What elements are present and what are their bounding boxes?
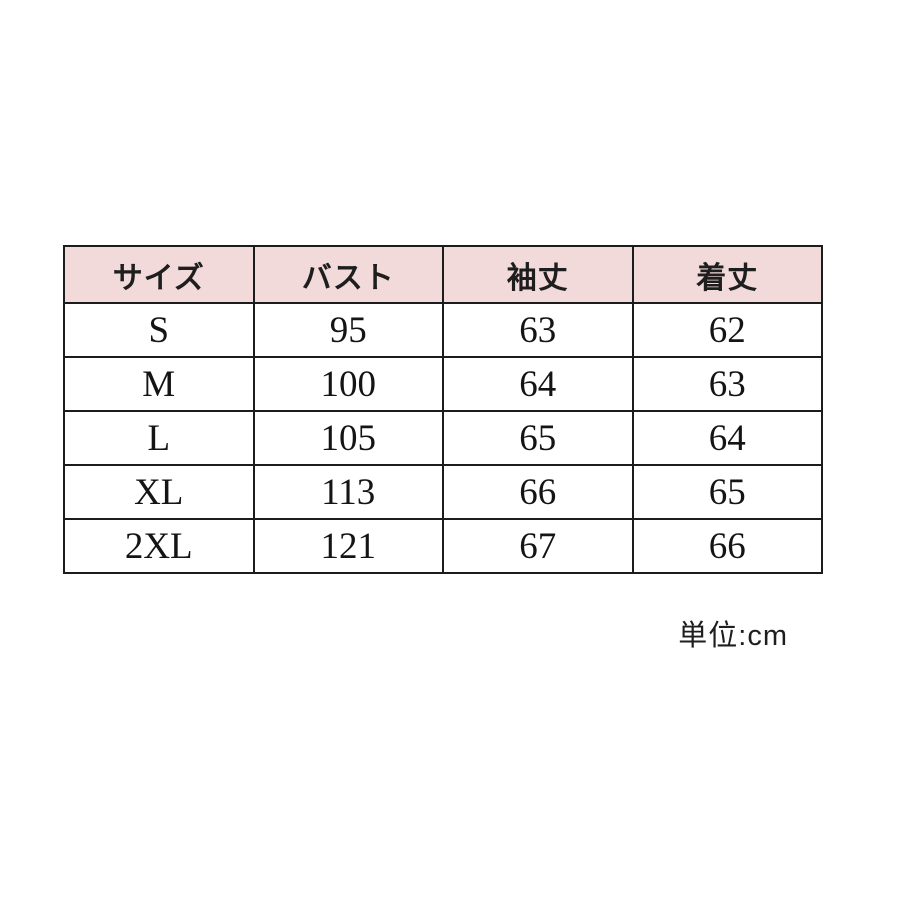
header-bust: バスト [252, 245, 444, 304]
header-size: サイズ [63, 245, 255, 304]
cell-bust: 100 [252, 356, 444, 412]
cell-bust: 113 [252, 464, 444, 520]
table-row: M 100 64 63 [63, 356, 823, 412]
cell-size: S [63, 302, 255, 358]
table-row: XL 113 66 65 [63, 464, 823, 520]
table-row: 2XL 121 67 66 [63, 518, 823, 574]
cell-bust: 105 [252, 410, 444, 466]
cell-size: L [63, 410, 255, 466]
cell-length: 66 [631, 518, 823, 574]
size-chart-table: サイズ バスト 袖丈 着丈 S 95 63 62 M 100 64 63 L 1… [63, 245, 823, 574]
unit-note: 単位:cm [678, 620, 788, 652]
cell-size: M [63, 356, 255, 412]
cell-bust: 95 [252, 302, 444, 358]
table-row: L 105 65 64 [63, 410, 823, 466]
cell-length: 63 [631, 356, 823, 412]
cell-sleeve: 66 [442, 464, 634, 520]
cell-size: 2XL [63, 518, 255, 574]
cell-sleeve: 67 [442, 518, 634, 574]
cell-bust: 121 [252, 518, 444, 574]
header-sleeve: 袖丈 [442, 245, 634, 304]
table-header-row: サイズ バスト 袖丈 着丈 [63, 245, 823, 304]
cell-sleeve: 64 [442, 356, 634, 412]
cell-size: XL [63, 464, 255, 520]
table-row: S 95 63 62 [63, 302, 823, 358]
cell-length: 62 [631, 302, 823, 358]
cell-sleeve: 65 [442, 410, 634, 466]
cell-sleeve: 63 [442, 302, 634, 358]
cell-length: 65 [631, 464, 823, 520]
cell-length: 64 [631, 410, 823, 466]
header-length: 着丈 [631, 245, 823, 304]
